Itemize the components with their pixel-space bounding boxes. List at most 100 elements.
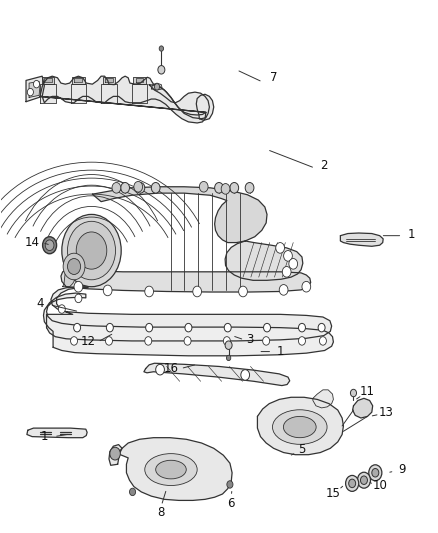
Circle shape <box>106 337 113 345</box>
Polygon shape <box>40 84 56 103</box>
Circle shape <box>184 337 191 345</box>
Circle shape <box>155 365 164 375</box>
Polygon shape <box>44 78 52 82</box>
Polygon shape <box>63 259 79 287</box>
Circle shape <box>74 281 83 292</box>
Circle shape <box>33 80 39 88</box>
Circle shape <box>158 66 165 74</box>
Circle shape <box>221 183 230 194</box>
Polygon shape <box>27 428 87 438</box>
Polygon shape <box>151 83 162 90</box>
Text: 7: 7 <box>270 71 277 84</box>
Circle shape <box>372 469 379 477</box>
Circle shape <box>357 472 371 488</box>
Circle shape <box>58 305 65 313</box>
Circle shape <box>223 337 230 345</box>
Text: 1: 1 <box>41 430 48 443</box>
Polygon shape <box>144 364 290 385</box>
Circle shape <box>62 214 121 287</box>
Circle shape <box>318 324 325 332</box>
Circle shape <box>245 182 254 193</box>
Circle shape <box>289 259 297 269</box>
Circle shape <box>75 294 82 303</box>
Polygon shape <box>149 85 209 119</box>
Polygon shape <box>29 82 40 98</box>
Circle shape <box>302 281 311 292</box>
Polygon shape <box>196 94 214 120</box>
Circle shape <box>199 181 208 192</box>
Polygon shape <box>136 78 144 82</box>
Text: 10: 10 <box>372 479 387 492</box>
Circle shape <box>279 285 288 295</box>
Circle shape <box>264 324 271 332</box>
Text: 1: 1 <box>407 228 415 241</box>
Polygon shape <box>258 397 343 455</box>
Polygon shape <box>132 84 148 103</box>
Circle shape <box>42 237 57 254</box>
Circle shape <box>27 88 33 96</box>
Text: 11: 11 <box>360 385 375 398</box>
Text: 16: 16 <box>163 362 178 375</box>
Polygon shape <box>101 84 117 103</box>
Circle shape <box>45 240 54 251</box>
Circle shape <box>298 324 305 332</box>
Text: 2: 2 <box>320 159 328 172</box>
Circle shape <box>230 182 239 193</box>
Polygon shape <box>46 287 332 341</box>
Text: 6: 6 <box>227 497 235 510</box>
Text: 9: 9 <box>398 463 405 476</box>
Circle shape <box>227 481 233 488</box>
Ellipse shape <box>283 416 316 438</box>
Polygon shape <box>43 293 333 356</box>
Ellipse shape <box>145 454 197 486</box>
Circle shape <box>360 476 367 484</box>
Circle shape <box>283 266 291 277</box>
Circle shape <box>239 286 247 297</box>
Circle shape <box>63 253 85 280</box>
Text: 3: 3 <box>246 333 253 346</box>
Circle shape <box>241 369 250 380</box>
Polygon shape <box>92 187 267 243</box>
Circle shape <box>67 221 116 280</box>
Text: 14: 14 <box>25 236 39 249</box>
Polygon shape <box>72 77 85 84</box>
Polygon shape <box>118 438 232 500</box>
Circle shape <box>369 465 382 481</box>
Circle shape <box>319 337 326 345</box>
Circle shape <box>159 46 163 51</box>
Circle shape <box>224 324 231 332</box>
Polygon shape <box>26 76 44 102</box>
Circle shape <box>145 286 153 297</box>
Circle shape <box>136 182 145 193</box>
Circle shape <box>154 84 159 90</box>
Circle shape <box>110 447 120 460</box>
Circle shape <box>225 341 232 350</box>
Circle shape <box>276 243 285 253</box>
Circle shape <box>112 182 121 193</box>
Circle shape <box>134 181 143 192</box>
Text: 8: 8 <box>158 506 165 519</box>
Circle shape <box>193 286 201 297</box>
Text: 1: 1 <box>276 345 284 358</box>
Text: 15: 15 <box>326 487 341 500</box>
Circle shape <box>130 488 136 496</box>
Polygon shape <box>109 445 122 465</box>
Circle shape <box>346 475 359 491</box>
Polygon shape <box>313 390 333 408</box>
Polygon shape <box>225 241 303 280</box>
Circle shape <box>67 259 81 274</box>
Polygon shape <box>353 398 373 418</box>
Ellipse shape <box>155 461 186 479</box>
Circle shape <box>121 182 130 193</box>
Circle shape <box>146 324 152 332</box>
Polygon shape <box>105 78 113 82</box>
Text: 4: 4 <box>36 297 44 310</box>
Circle shape <box>71 337 78 345</box>
Polygon shape <box>134 77 146 84</box>
Circle shape <box>350 389 357 397</box>
Circle shape <box>185 324 192 332</box>
Text: 12: 12 <box>81 335 95 349</box>
Polygon shape <box>340 233 383 246</box>
Text: 5: 5 <box>298 443 306 456</box>
Circle shape <box>76 232 107 269</box>
